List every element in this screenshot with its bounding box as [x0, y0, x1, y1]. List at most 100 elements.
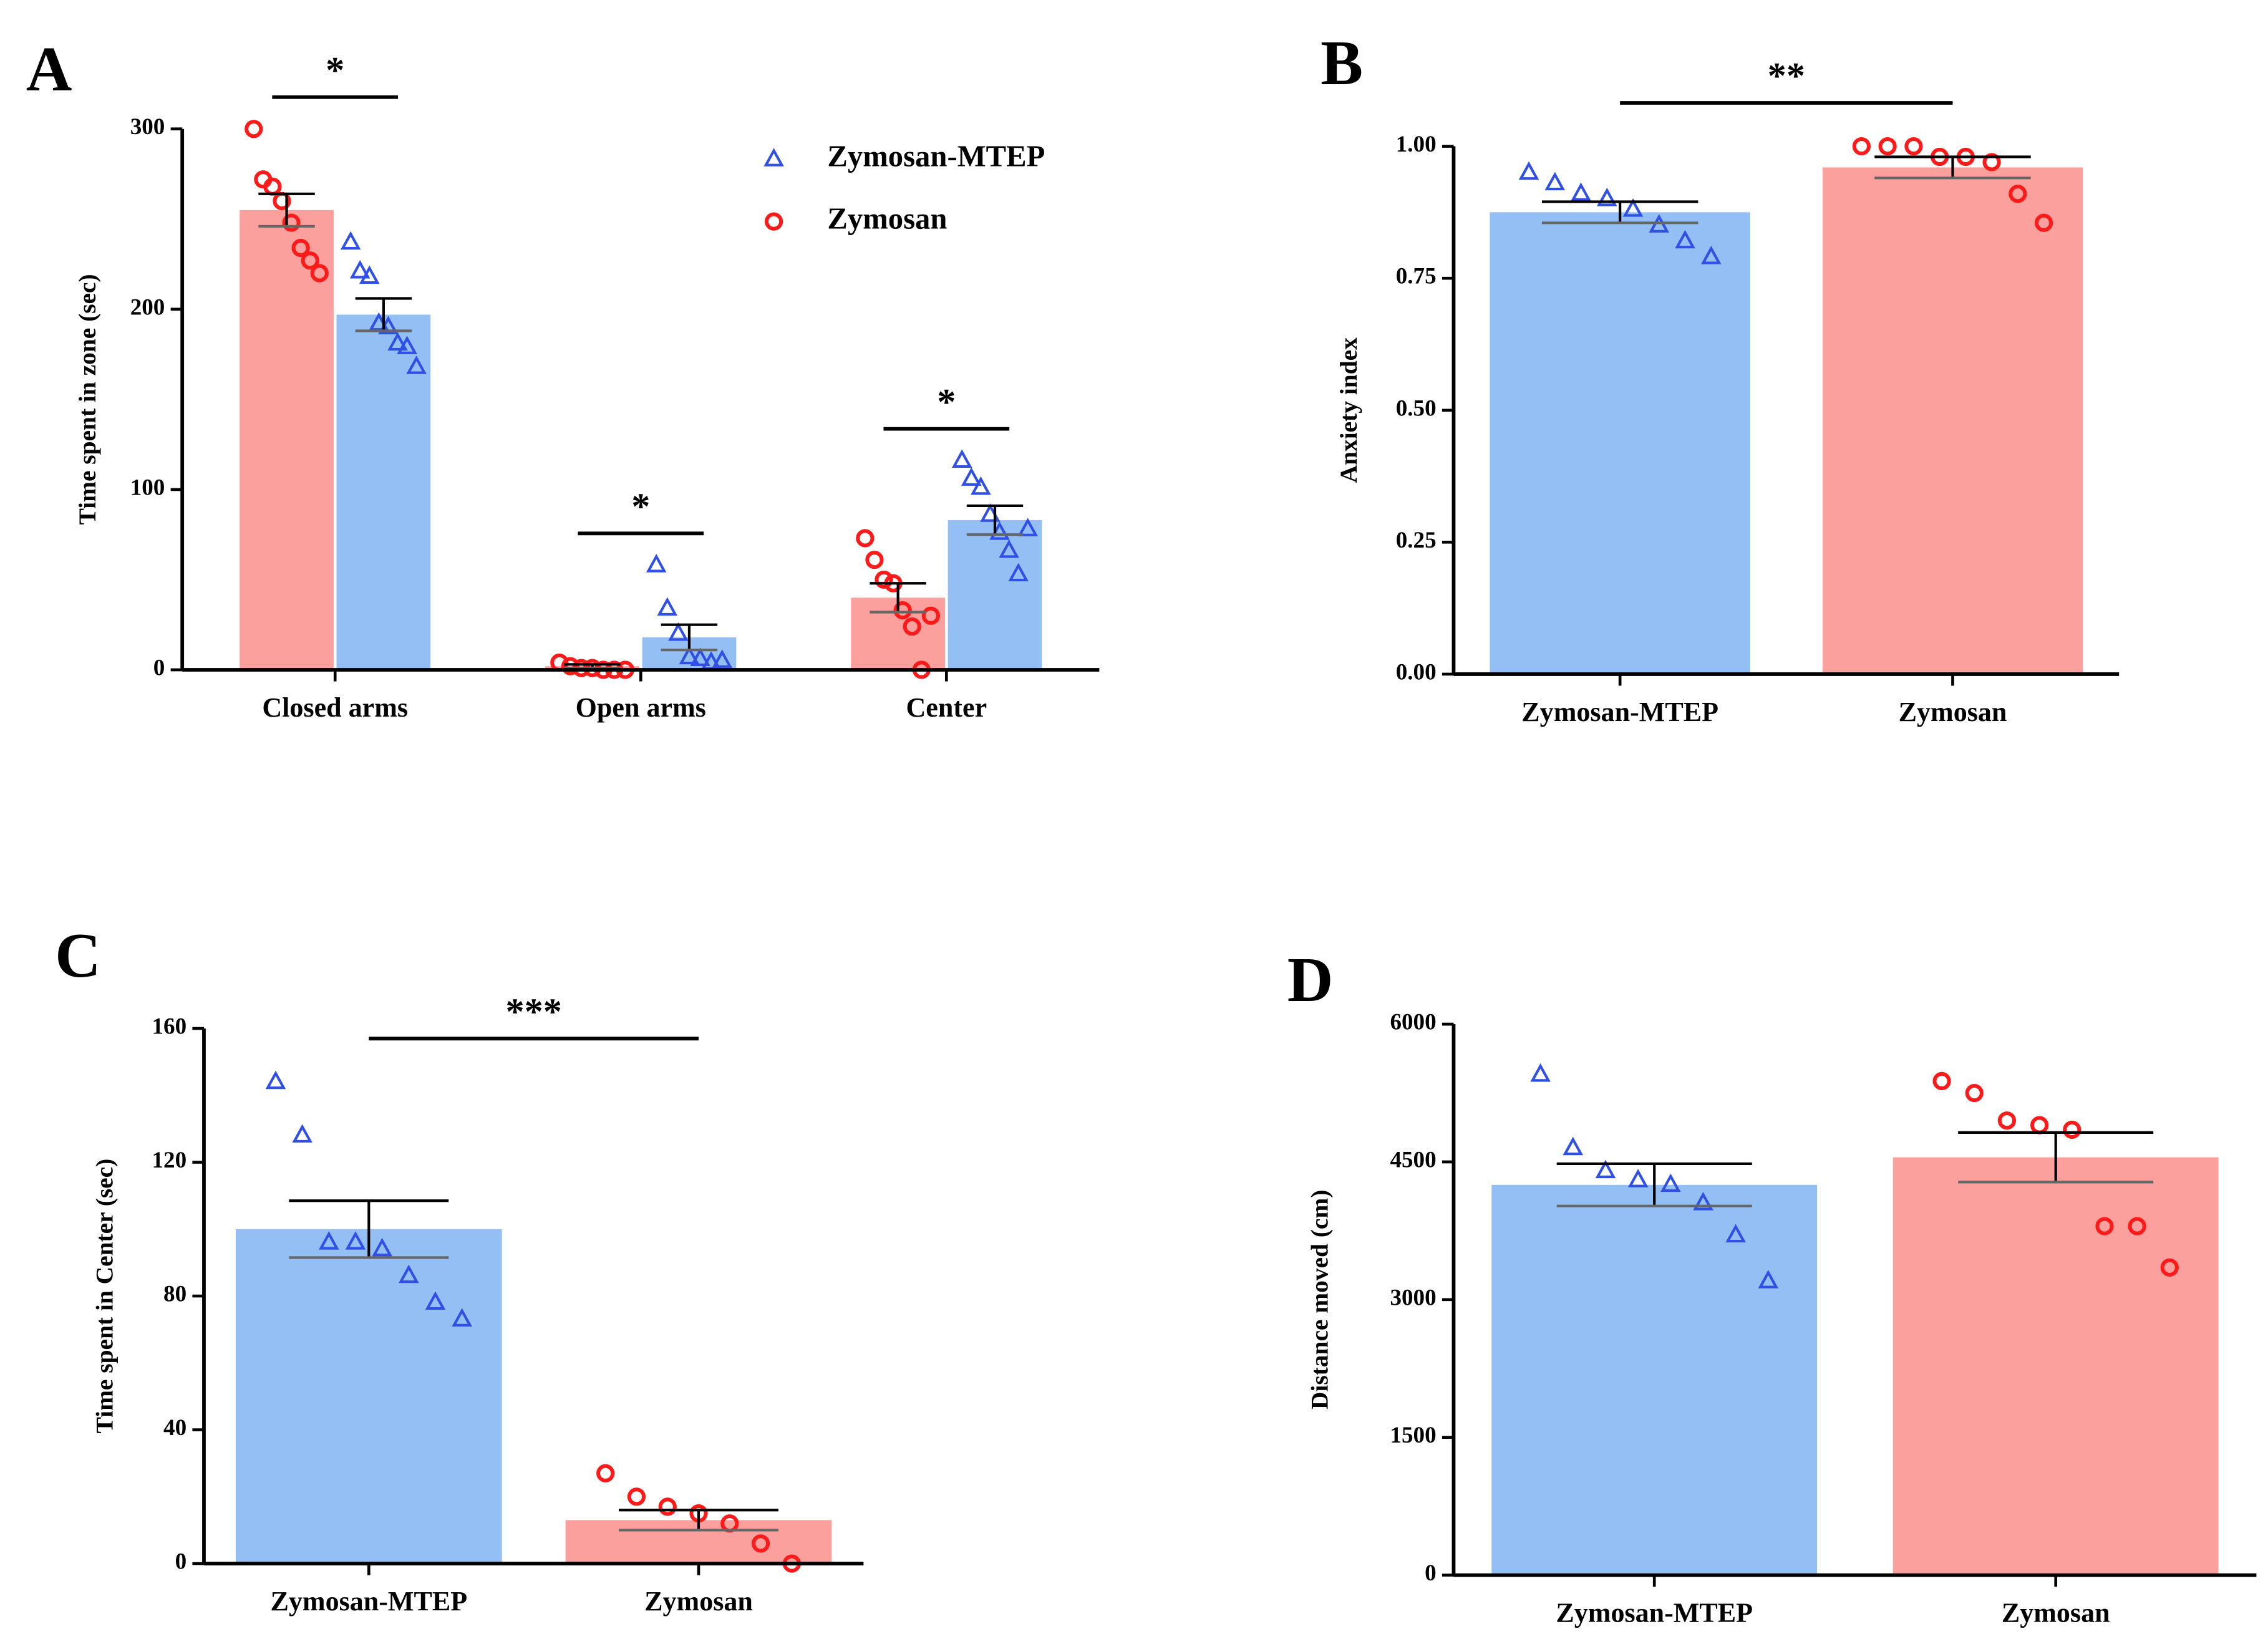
- data-point: [1008, 563, 1029, 582]
- bar: [947, 520, 1042, 670]
- bar: [336, 314, 431, 670]
- data-point: [971, 476, 991, 495]
- y-tick-label: 80: [163, 1282, 187, 1307]
- data-point: [1997, 1111, 2017, 1130]
- y-tick-label: 0.00: [1396, 659, 1437, 685]
- data-point: [668, 622, 689, 641]
- y-tick-label: 40: [163, 1415, 187, 1441]
- bar: [1892, 1157, 2219, 1575]
- data-point: [561, 657, 580, 675]
- y-tick-label: 1.00: [1396, 132, 1437, 157]
- data-point: [2009, 185, 2027, 203]
- data-point: [1758, 1270, 1779, 1288]
- legend-label: Zymosan-MTEP: [827, 140, 1045, 173]
- bar: [1491, 1184, 1818, 1575]
- data-point: [1878, 137, 1897, 156]
- data-point: [292, 1124, 313, 1143]
- y-tick-label: 0: [1425, 1560, 1437, 1586]
- y-tick-label: 160: [152, 1014, 187, 1040]
- data-point: [1675, 230, 1695, 249]
- x-tick-label: Zymosan: [1899, 697, 2007, 727]
- significance-label: *: [937, 381, 956, 423]
- significance-label: ***: [505, 991, 561, 1033]
- legend-marker: [764, 212, 783, 231]
- significance-label: *: [326, 49, 344, 91]
- data-point: [1965, 1083, 1984, 1103]
- x-tick-label: Center: [906, 692, 987, 723]
- data-point: [646, 554, 667, 573]
- y-tick-label: 6000: [1390, 1010, 1436, 1035]
- significance-label: *: [631, 486, 650, 528]
- data-point: [893, 601, 912, 620]
- data-point: [399, 1264, 419, 1284]
- data-point: [1530, 1063, 1551, 1082]
- data-point: [1596, 187, 1617, 206]
- data-point: [291, 238, 310, 258]
- data-point: [1544, 172, 1566, 191]
- data-point: [452, 1308, 472, 1327]
- x-tick-label: Zymosan: [644, 1586, 753, 1617]
- data-point: [961, 467, 982, 486]
- y-tick-label: 0.50: [1396, 395, 1437, 421]
- data-point: [596, 1464, 615, 1482]
- panel-label: A: [26, 34, 72, 104]
- data-point: [1852, 137, 1871, 156]
- data-point: [301, 251, 319, 270]
- data-point: [2160, 1258, 2179, 1277]
- data-point: [1571, 182, 1591, 201]
- data-point: [2095, 1217, 2114, 1235]
- data-point: [2128, 1217, 2146, 1235]
- data-point: [406, 355, 427, 374]
- y-tick-label: 100: [130, 475, 165, 500]
- data-point: [1725, 1224, 1746, 1243]
- data-point: [690, 647, 710, 667]
- data-point: [2034, 213, 2053, 232]
- data-point: [319, 1231, 339, 1250]
- data-point: [349, 259, 371, 279]
- x-tick-label: Zymosan-MTEP: [270, 1586, 467, 1617]
- y-axis-label: Anxiety index: [1335, 337, 1362, 483]
- data-point: [310, 264, 329, 283]
- y-tick-label: 0: [175, 1549, 187, 1575]
- data-point: [425, 1291, 446, 1310]
- y-tick-label: 0.25: [1396, 528, 1437, 553]
- data-point: [1518, 161, 1539, 180]
- data-point: [282, 213, 301, 232]
- y-axis-label: Time spent in zone (sec): [74, 274, 101, 525]
- data-point: [2030, 1116, 2049, 1134]
- data-point: [875, 570, 893, 589]
- y-axis-label: Distance moved (cm): [1306, 1190, 1334, 1409]
- y-tick-label: 3000: [1390, 1285, 1436, 1310]
- data-point: [1693, 1192, 1713, 1211]
- y-tick-label: 200: [130, 294, 165, 320]
- y-tick-label: 1500: [1390, 1423, 1436, 1448]
- data-point: [951, 449, 972, 468]
- data-point: [627, 1487, 646, 1506]
- data-point: [999, 539, 1019, 558]
- panel-label: D: [1287, 945, 1334, 1015]
- panel-label: C: [55, 921, 101, 991]
- x-tick-label: Zymosan-MTEP: [1521, 697, 1718, 727]
- data-point: [657, 597, 678, 616]
- data-point: [856, 529, 875, 548]
- y-tick-label: 4500: [1390, 1148, 1436, 1173]
- data-point: [1595, 1159, 1616, 1179]
- x-tick-label: Zymosan: [2002, 1598, 2110, 1628]
- legend-marker: [763, 148, 784, 167]
- x-tick-label: Open arms: [576, 692, 706, 723]
- significance-label: **: [1768, 56, 1805, 97]
- y-tick-label: 300: [130, 114, 165, 140]
- bar: [1822, 167, 2083, 674]
- data-point: [1660, 1173, 1681, 1192]
- bar: [1490, 212, 1750, 674]
- data-point: [372, 1237, 392, 1257]
- x-tick-label: Closed arms: [262, 692, 408, 723]
- data-point: [1982, 153, 2001, 172]
- data-point: [903, 617, 921, 636]
- data-point: [340, 231, 361, 250]
- data-point: [1904, 137, 1923, 156]
- data-point: [345, 1231, 366, 1250]
- data-point: [265, 1070, 286, 1090]
- panel-label: B: [1321, 28, 1363, 99]
